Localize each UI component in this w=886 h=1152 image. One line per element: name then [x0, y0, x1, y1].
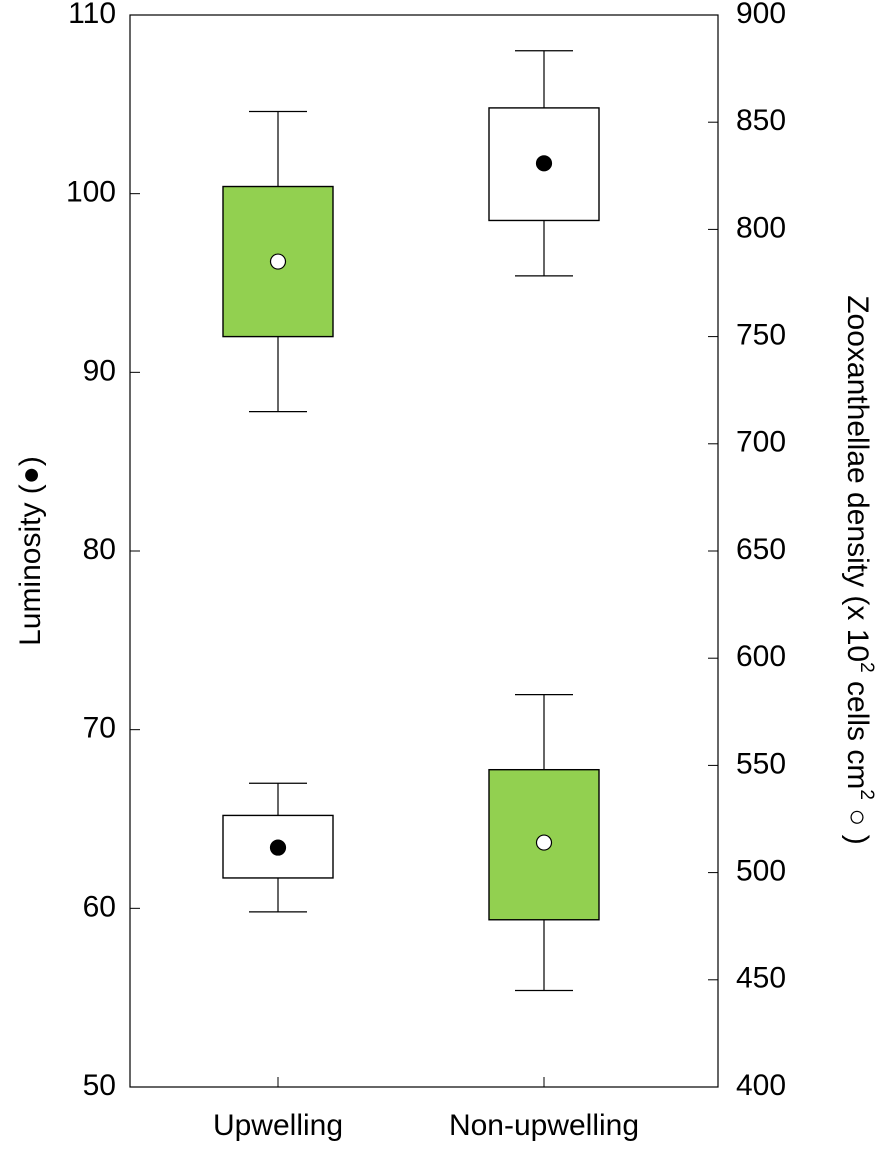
filled-circle-icon: ● [14, 466, 47, 484]
right-tick-label: 750 [736, 319, 786, 352]
right-tick-label: 650 [736, 533, 786, 566]
x-tick-label: Non-upwelling [449, 1109, 639, 1142]
right-tick-label: 800 [736, 211, 786, 244]
right-axis-ticks: 400 450 500 550 600 650 700 750 800 850 900 [708, 0, 786, 1102]
x-axis-ticks: Upwelling Non-upwelling [213, 1077, 639, 1142]
right-tick-label: 700 [736, 426, 786, 459]
right-tick-label: 400 [736, 1069, 786, 1102]
right-tick-label: 850 [736, 104, 786, 137]
right-axis-title-mid: cells cm [841, 673, 874, 790]
box-group [222, 50, 600, 992]
right-tick-label: 500 [736, 855, 786, 888]
box-right-axis [222, 185, 334, 338]
svg-text:Luminosity (●): Luminosity (●) [14, 456, 47, 646]
right-axis-title-end: ) [841, 835, 874, 845]
left-tick-label: 80 [83, 533, 116, 566]
left-tick-label: 90 [83, 354, 116, 387]
left-tick-label: 70 [83, 712, 116, 745]
left-tick-label: 100 [66, 176, 116, 209]
right-axis-title-prefix: Zooxanthellae density (x 10 [841, 295, 874, 662]
left-tick-label: 110 [68, 0, 116, 30]
mean-marker-filled [269, 839, 287, 856]
right-tick-label: 600 [736, 640, 786, 673]
left-axis-title: Luminosity (●) [14, 456, 47, 646]
right-tick-label: 450 [736, 962, 786, 995]
open-circle-icon: ○ [841, 808, 874, 826]
mean-marker-open [535, 834, 553, 851]
plot-frame [129, 14, 719, 1088]
right-axis-title-sup2: 2 [856, 789, 877, 800]
right-axis-title: Zooxanthellae density (x 102 cells cm2 ○… [841, 295, 877, 845]
x-tick-label: Upwelling [213, 1109, 343, 1142]
mean-marker-open [269, 253, 287, 270]
left-tick-label: 60 [83, 890, 116, 923]
right-tick-label: 900 [736, 0, 786, 30]
svg-text:Zooxanthellae density (x 102 c: Zooxanthellae density (x 102 cells cm2 ○… [841, 295, 877, 845]
right-tick-label: 550 [736, 747, 786, 780]
mean-marker-filled [535, 155, 553, 172]
left-axis-title-text: Luminosity [14, 503, 47, 646]
left-axis-ticks: 50 60 70 80 90 100 110 [66, 0, 140, 1102]
left-tick-label: 50 [83, 1069, 116, 1102]
right-axis-title-sup1: 2 [856, 662, 877, 673]
